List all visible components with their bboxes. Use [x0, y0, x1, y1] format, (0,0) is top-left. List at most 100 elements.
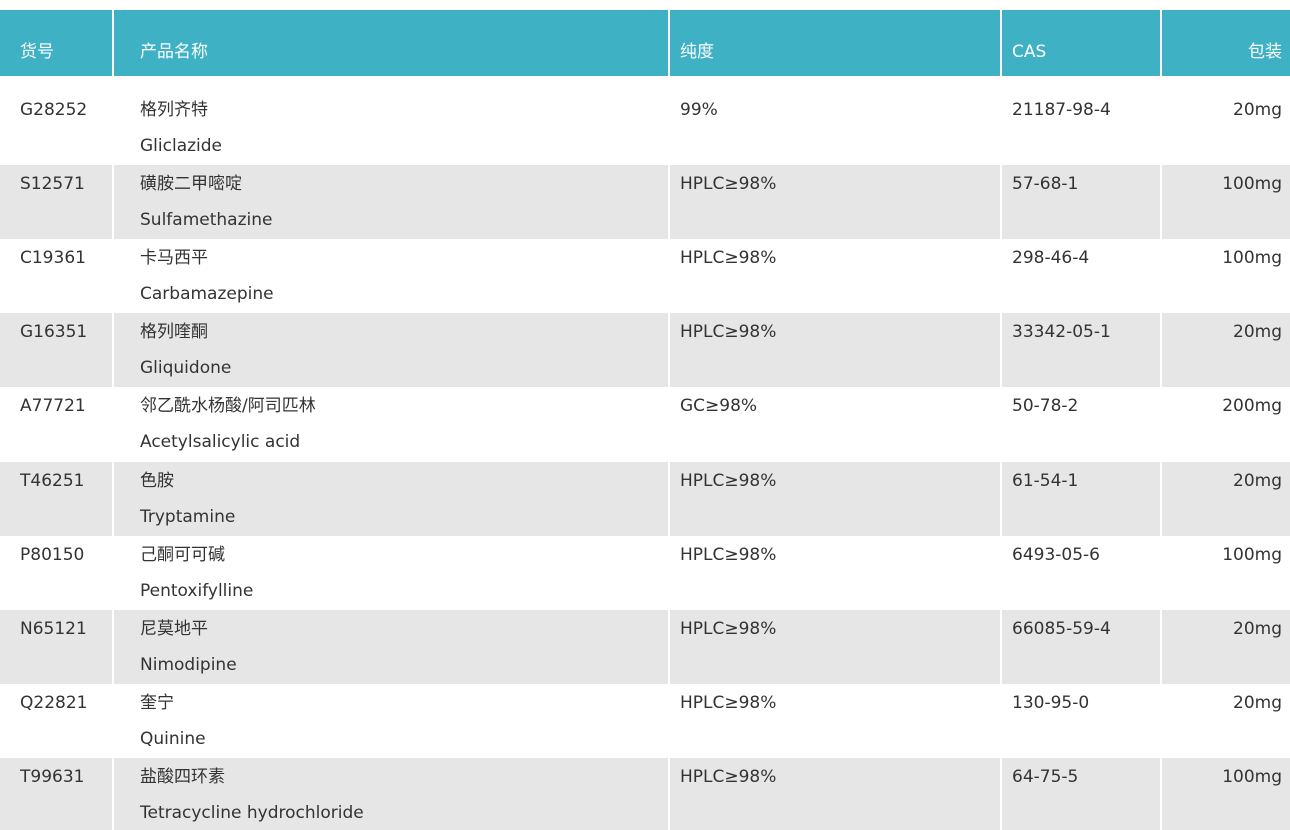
cas: 130-95-0	[1012, 692, 1090, 713]
product-id: S12571	[20, 174, 85, 195]
purity: HPLC≥98%	[680, 248, 777, 269]
package: 100mg	[1222, 544, 1282, 565]
column-separator	[668, 10, 670, 76]
product-id: Q22821	[20, 692, 88, 713]
column-separator	[112, 609, 114, 684]
column-separator	[668, 313, 670, 388]
purity: HPLC≥98%	[680, 174, 777, 195]
name-cn: 邻乙酰水杨酸/阿司匹林	[140, 396, 316, 417]
name-en: Sulfamethazine	[140, 210, 273, 231]
table-row: G28252 格列齐特 Gliclazide 99% 21187-98-4 20mg	[0, 91, 1290, 165]
table-header: 货号 产品名称 纯度 CAS 包装	[0, 10, 1290, 76]
product-id: T99631	[20, 766, 85, 787]
name-en: Carbamazepine	[140, 284, 274, 305]
header-cell: 纯度	[680, 42, 714, 62]
name-cn: 盐酸四环素	[140, 766, 225, 787]
package: 20mg	[1233, 100, 1282, 120]
table-row: C19361 卡马西平 Carbamazepine HPLC≥98% 298-46-4 1…	[0, 239, 1290, 313]
column-separator	[1160, 10, 1162, 76]
cas: 33342-05-1	[1012, 322, 1111, 343]
column-separator	[668, 609, 670, 684]
column-separator	[112, 757, 114, 830]
table-row: T99631 盐酸四环素 Tetracycline hydrochloride HPL…	[0, 757, 1290, 830]
name-cn: 磺胺二甲嘧啶	[140, 174, 242, 195]
product-id: P80150	[20, 544, 85, 565]
product-id: G16351	[20, 322, 88, 343]
purity: 99%	[680, 100, 718, 120]
purity: HPLC≥98%	[680, 544, 777, 565]
package: 20mg	[1233, 322, 1282, 343]
column-separator	[1160, 165, 1162, 240]
name-cn: 卡马西平	[140, 248, 208, 269]
cas: 21187-98-4	[1012, 100, 1111, 120]
purity: HPLC≥98%	[680, 618, 777, 639]
product-id: C19361	[20, 248, 86, 269]
column-separator	[1000, 10, 1002, 76]
column-separator	[1160, 313, 1162, 388]
name-en: Quinine	[140, 728, 206, 749]
column-separator	[1000, 609, 1002, 684]
table-row: Q22821 奎宁 Quinine HPLC≥98% 130-95-0 20mg	[0, 684, 1290, 758]
header-cell: CAS	[1012, 42, 1047, 62]
name-en: Acetylsalicylic acid	[140, 432, 301, 453]
package: 20mg	[1233, 692, 1282, 713]
name-cn: 尼莫地平	[140, 618, 208, 639]
cas: 6493-05-6	[1012, 544, 1100, 565]
table-row: N65121 尼莫地平 Nimodipine HPLC≥98% 66085-59-4 20…	[0, 609, 1290, 684]
purity: HPLC≥98%	[680, 322, 777, 343]
column-separator	[668, 757, 670, 830]
header-cell: 货号	[20, 42, 54, 62]
column-separator	[112, 461, 114, 536]
product-id: G28252	[20, 100, 88, 120]
name-cn: 格列喹酮	[140, 322, 208, 343]
table-row: S12571 磺胺二甲嘧啶 Sulfamethazine HPLC≥98% 57-68-…	[0, 165, 1290, 240]
purity: GC≥98%	[680, 396, 758, 417]
name-en: Gliquidone	[140, 358, 232, 379]
column-separator	[1000, 757, 1002, 830]
header-cell: 产品名称	[140, 42, 208, 62]
cas: 66085-59-4	[1012, 618, 1111, 639]
package: 100mg	[1222, 174, 1282, 195]
name-en: Tryptamine	[140, 506, 236, 527]
cas: 50-78-2	[1012, 396, 1079, 417]
table-row: G16351 格列喹酮 Gliquidone HPLC≥98% 33342-05-1 20…	[0, 313, 1290, 388]
package: 20mg	[1233, 618, 1282, 639]
product-id: T46251	[20, 470, 85, 491]
column-separator	[112, 10, 114, 76]
column-separator	[668, 165, 670, 240]
name-cn: 色胺	[140, 470, 174, 491]
cas: 64-75-5	[1012, 766, 1079, 787]
column-separator	[1160, 609, 1162, 684]
column-separator	[668, 461, 670, 536]
cas: 298-46-4	[1012, 248, 1090, 269]
column-separator	[1000, 461, 1002, 536]
name-en: Tetracycline hydrochloride	[140, 802, 364, 823]
product-id: A77721	[20, 396, 86, 417]
package: 200mg	[1222, 396, 1282, 417]
name-en: Pentoxifylline	[140, 580, 254, 601]
name-cn: 己酮可可碱	[140, 544, 225, 565]
column-separator	[1000, 165, 1002, 240]
purity: HPLC≥98%	[680, 470, 777, 491]
name-cn: 奎宁	[140, 692, 174, 713]
name-en: Nimodipine	[140, 654, 237, 675]
column-separator	[1000, 313, 1002, 388]
name-en: Gliclazide	[140, 136, 223, 156]
column-separator	[112, 165, 114, 240]
package: 100mg	[1222, 766, 1282, 787]
header-cell: 包装	[1248, 42, 1282, 62]
column-separator	[1160, 757, 1162, 830]
cas: 61-54-1	[1012, 470, 1079, 491]
package: 100mg	[1222, 248, 1282, 269]
table-row: A77721 邻乙酰水杨酸/阿司匹林 Acetylsalicylic acid GC≥…	[0, 387, 1290, 461]
table-row: T46251 色胺 Tryptamine HPLC≥98% 61-54-1 20mg	[0, 461, 1290, 536]
purity: HPLC≥98%	[680, 766, 777, 787]
purity: HPLC≥98%	[680, 692, 777, 713]
product-id: N65121	[20, 618, 87, 639]
table-row: P80150 己酮可可碱 Pentoxifylline HPLC≥98% 6493-05…	[0, 536, 1290, 610]
column-separator	[1160, 461, 1162, 536]
name-cn: 格列齐特	[140, 100, 208, 120]
column-separator	[112, 313, 114, 388]
cas: 57-68-1	[1012, 174, 1079, 195]
